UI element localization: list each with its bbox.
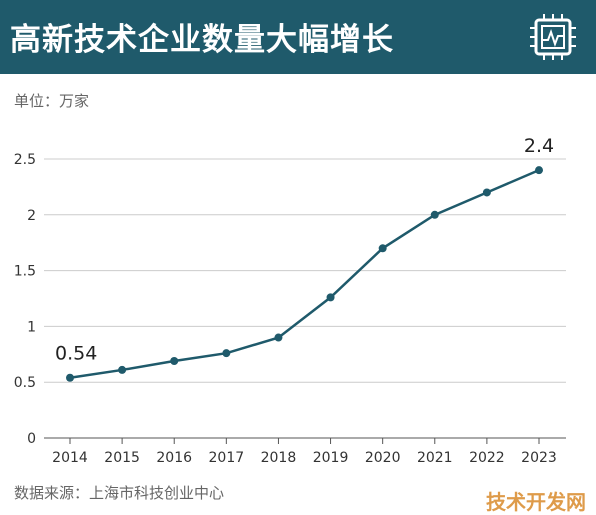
source-label: 数据来源：上海市科技创业中心 xyxy=(14,484,225,502)
x-tick-label: 2018 xyxy=(261,450,297,466)
x-tick-label: 2020 xyxy=(365,450,401,466)
y-tick-label: 2.5 xyxy=(14,152,36,168)
series-line xyxy=(69,169,540,379)
x-tick-label: 2021 xyxy=(417,450,453,466)
x-tick-label: 2023 xyxy=(521,450,557,466)
x-tick-label: 2019 xyxy=(313,450,349,466)
unit-label: 单位：万家 xyxy=(14,92,90,110)
data-label: 2.4 xyxy=(524,135,554,157)
data-point xyxy=(274,333,283,342)
data-point xyxy=(482,188,491,197)
data-point xyxy=(170,356,179,365)
chart-header: 高新技术企业数量大幅增长 xyxy=(0,0,596,74)
data-point xyxy=(222,349,231,358)
chart-title: 高新技术企业数量大幅增长 xyxy=(10,22,394,58)
x-tick-label: 2015 xyxy=(104,450,140,466)
x-tick-label: 2022 xyxy=(469,450,505,466)
x-tick-label: 2017 xyxy=(209,450,245,466)
watermark-text: 技术开发网 xyxy=(486,490,586,514)
data-point xyxy=(66,373,74,382)
data-label: 0.54 xyxy=(55,343,97,365)
y-tick-label: 0 xyxy=(27,431,36,447)
chip-chart-icon xyxy=(530,14,576,60)
y-tick-label: 2 xyxy=(27,208,36,224)
data-point xyxy=(118,365,127,374)
data-point xyxy=(535,166,543,175)
x-tick-label: 2016 xyxy=(156,450,192,466)
x-tick-label: 2014 xyxy=(52,450,88,466)
data-point xyxy=(326,293,335,302)
data-point xyxy=(430,210,439,219)
y-tick-label: 1 xyxy=(27,319,36,335)
y-tick-label: 0.5 xyxy=(14,375,36,391)
data-point xyxy=(378,244,387,253)
y-tick-label: 1.5 xyxy=(14,264,36,280)
